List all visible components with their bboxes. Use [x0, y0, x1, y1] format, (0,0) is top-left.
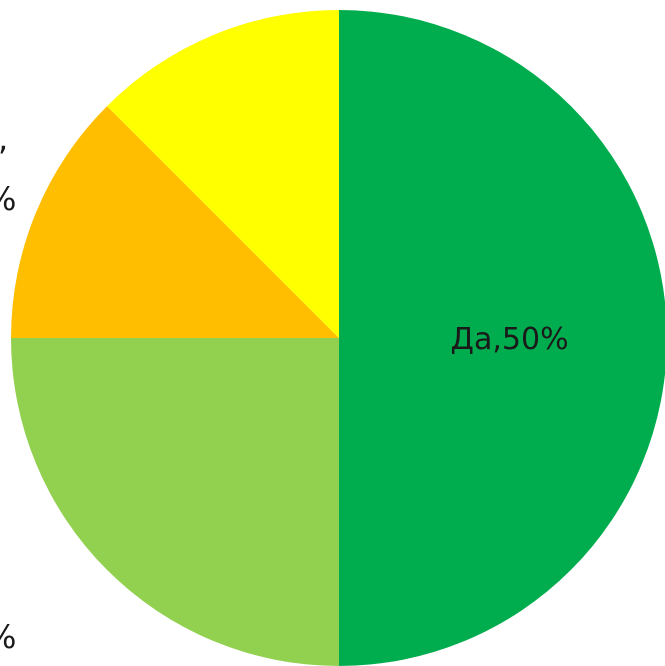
cropped-label-percent-bottom: % — [0, 618, 16, 656]
pie-slice-1 — [339, 10, 665, 666]
cropped-label-comma: , — [0, 120, 8, 158]
pie-slices — [11, 9, 665, 666]
cropped-label-percent-top: % — [0, 180, 16, 218]
pie-slice-2 — [11, 338, 339, 666]
pie-slice-4 — [107, 9, 340, 338]
pie-labels: Да,50% — [451, 322, 569, 357]
pie-slice-3 — [11, 106, 339, 339]
pie-slice-label-1: Да,50% — [451, 322, 569, 357]
